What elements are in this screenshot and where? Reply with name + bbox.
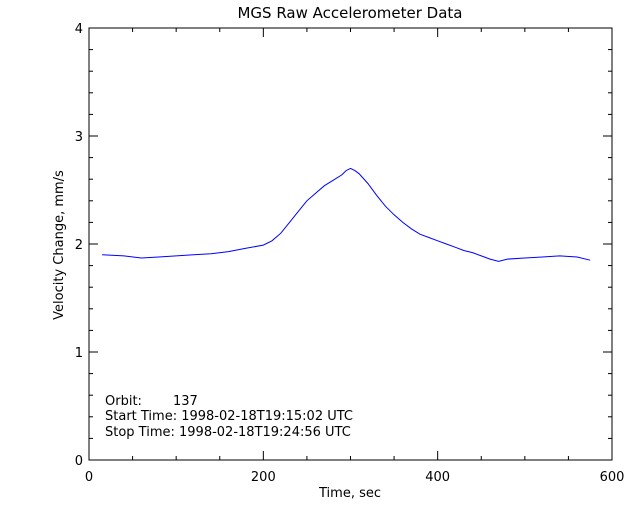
annotation-start-time: Start Time: 1998-02-18T19:15:02 UTC [105, 409, 353, 424]
y-tick-label: 2 [75, 238, 83, 253]
annotation-orbit-label: Orbit: [105, 394, 142, 409]
x-tick-label: 600 [600, 470, 625, 485]
y-tick-label: 4 [75, 22, 83, 37]
x-tick-label: 0 [85, 470, 93, 485]
y-tick-label: 1 [75, 346, 83, 361]
annotation-orbit-value: 137 [173, 394, 198, 409]
axis-tick-labels: 0 200 400 600 0 1 2 3 4 [75, 22, 625, 485]
chart-title: MGS Raw Accelerometer Data [237, 4, 462, 22]
x-axis-label: Time, sec [318, 486, 381, 501]
annotation-stop-time: Stop Time: 1998-02-18T19:24:56 UTC [105, 425, 351, 440]
axis-ticks [88, 27, 613, 461]
y-axis-label: Velocity Change, mm/s [52, 170, 67, 320]
plot-frame [88, 27, 613, 461]
x-tick-label: 200 [251, 470, 276, 485]
x-tick-label: 400 [425, 470, 450, 485]
y-tick-label: 0 [75, 454, 83, 469]
y-tick-label: 3 [75, 130, 83, 145]
series-line-velocity [102, 167, 591, 262]
